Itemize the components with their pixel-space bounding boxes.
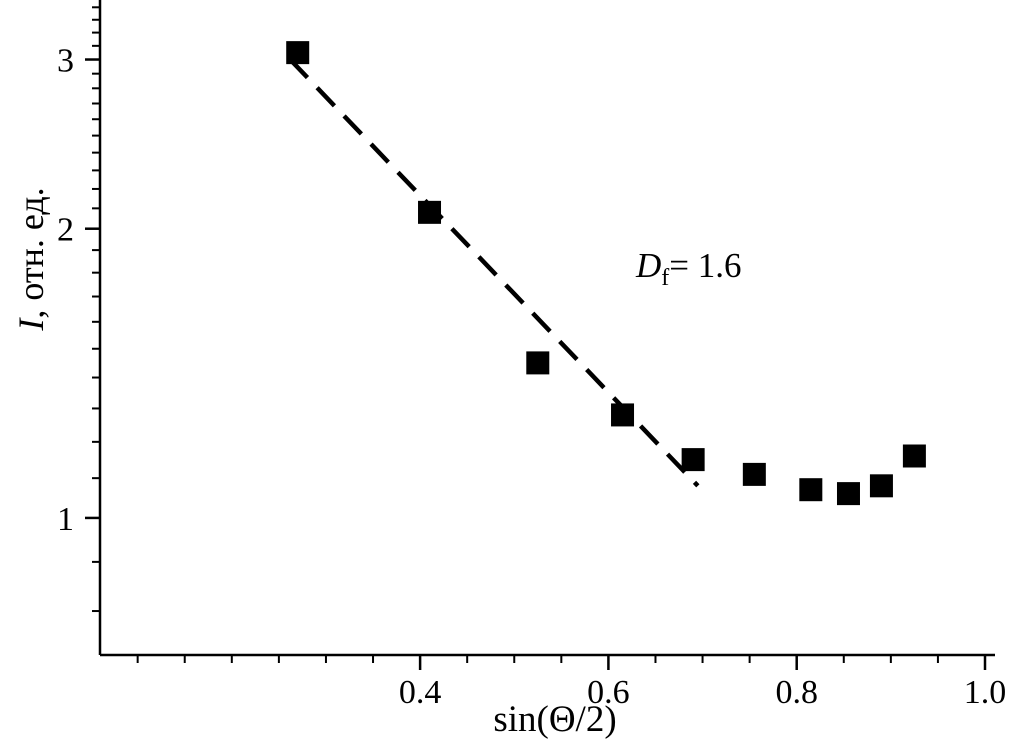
y-axis-title-symbol: I (11, 318, 51, 331)
data-point-marker (418, 200, 442, 224)
fractal-dimension-subscript: f (661, 265, 670, 291)
fractal-dimension-annotation: Df= 1.6 (636, 246, 742, 290)
data-point-marker (799, 478, 823, 502)
x-tick-label: 0.4 (399, 674, 442, 711)
y-axis-title: I, отн. ед. (10, 164, 52, 354)
data-point-marker (611, 403, 635, 427)
x-tick-label: 0.6 (587, 674, 630, 711)
data-point-marker (681, 448, 705, 472)
y-tick-label: 3 (57, 43, 74, 80)
x-tick-label: 1.0 (964, 674, 1007, 711)
x-tick-label: 0.8 (775, 674, 818, 711)
y-tick-label: 1 (57, 501, 74, 538)
x-axis-title: sin(Θ/2) (493, 699, 617, 740)
data-point-marker (526, 351, 550, 375)
data-point-marker (742, 462, 766, 486)
fractal-dimension-value: = 1.6 (669, 246, 742, 285)
data-point-marker (286, 41, 310, 65)
data-point-marker (869, 474, 893, 498)
fractal-dimension-symbol: D (636, 246, 662, 285)
y-axis-title-units: , отн. ед. (11, 187, 51, 319)
y-tick-label: 2 (57, 212, 74, 249)
data-point-marker (836, 482, 860, 506)
data-point-marker (902, 444, 926, 468)
